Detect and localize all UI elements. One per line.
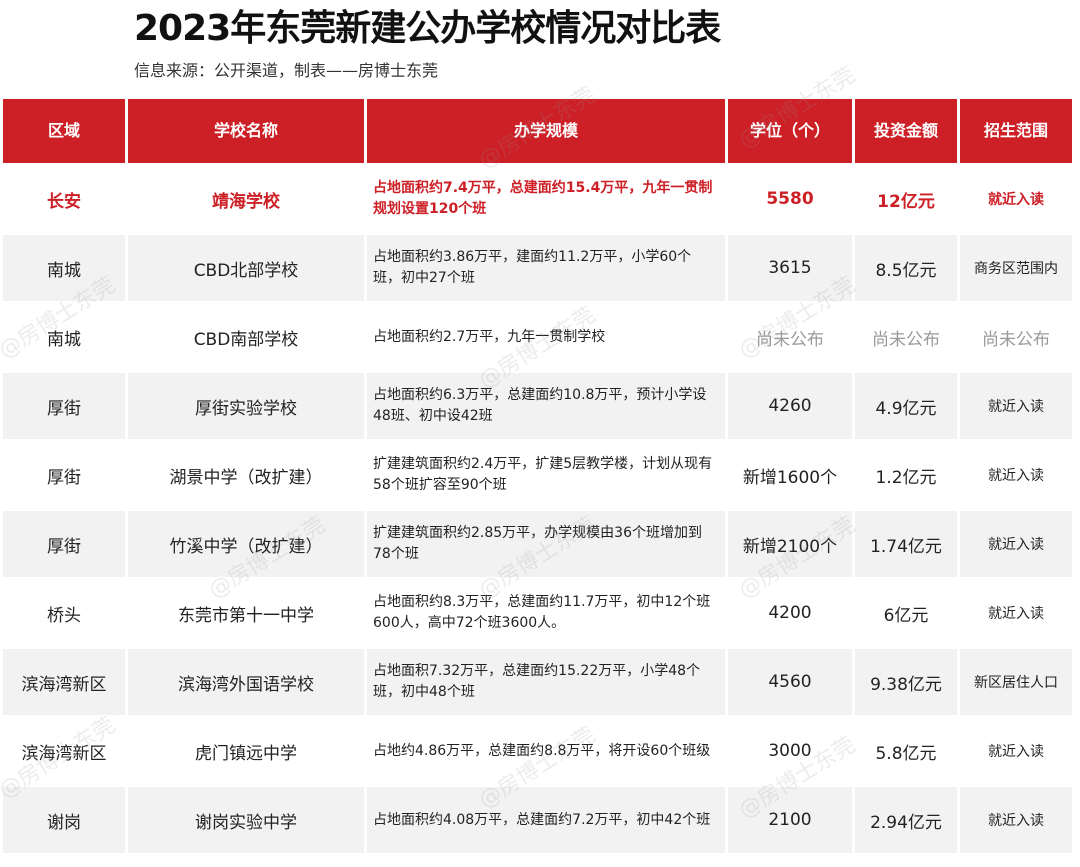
cell-scale: 占地面积约8.3万平，总建面约11.7万平，初中12个班600人，高中72个班3… (367, 580, 725, 646)
cell-investment: 12亿元 (855, 166, 957, 232)
cell-region: 南城 (3, 304, 125, 370)
cell-seats: 4200 (728, 580, 852, 646)
cell-investment: 尚未公布 (855, 304, 957, 370)
cell-region: 桥头 (3, 580, 125, 646)
header-region: 区域 (3, 99, 125, 163)
header-enrollment-scope: 招生范围 (960, 99, 1072, 163)
cell-seats: 尚未公布 (728, 304, 852, 370)
cell-school-name: 东莞市第十一中学 (128, 580, 364, 646)
cell-enrollment-scope: 尚未公布 (960, 304, 1072, 370)
cell-region: 长安 (3, 166, 125, 232)
table-row: 厚街 厚街实验学校 占地面积约6.3万平，总建面约10.8万平，预计小学设48班… (3, 373, 1072, 439)
cell-scale: 扩建建筑面积约2.85万平，办学规模由36个班增加到78个班 (367, 511, 725, 577)
cell-seats: 4260 (728, 373, 852, 439)
cell-school-name: 湖景中学（改扩建） (128, 442, 364, 508)
cell-school-name: 厚街实验学校 (128, 373, 364, 439)
schools-table: 区域 学校名称 办学规模 学位（个） 投资金额 招生范围 长安 靖海学校 占地面… (0, 96, 1075, 856)
cell-school-name: 竹溪中学（改扩建） (128, 511, 364, 577)
cell-investment: 5.8亿元 (855, 718, 957, 784)
cell-investment: 2.94亿元 (855, 787, 957, 853)
cell-enrollment-scope: 就近入读 (960, 580, 1072, 646)
cell-seats: 新增1600个 (728, 442, 852, 508)
cell-enrollment-scope: 商务区范围内 (960, 235, 1072, 301)
cell-scale: 扩建建筑面积约2.4万平，扩建5层教学楼，计划从现有58个班扩容至90个班 (367, 442, 725, 508)
cell-scale: 占地约4.86万平，总建面约8.8万平，将开设60个班级 (367, 718, 725, 784)
cell-school-name: CBD北部学校 (128, 235, 364, 301)
cell-enrollment-scope: 就近入读 (960, 787, 1072, 853)
table-row: 南城 CBD南部学校 占地面积约2.7万平，九年一贯制学校 尚未公布 尚未公布 … (3, 304, 1072, 370)
cell-region: 厚街 (3, 442, 125, 508)
cell-region: 南城 (3, 235, 125, 301)
cell-scale: 占地面积约6.3万平，总建面约10.8万平，预计小学设48班、初中设42班 (367, 373, 725, 439)
cell-region: 滨海湾新区 (3, 649, 125, 715)
cell-scale: 占地面积约4.08万平，总建面约7.2万平，初中42个班 (367, 787, 725, 853)
cell-enrollment-scope: 就近入读 (960, 442, 1072, 508)
cell-region: 厚街 (3, 511, 125, 577)
cell-region: 厚街 (3, 373, 125, 439)
table-row: 桥头 东莞市第十一中学 占地面积约8.3万平，总建面约11.7万平，初中12个班… (3, 580, 1072, 646)
header-investment: 投资金额 (855, 99, 957, 163)
cell-school-name: 靖海学校 (128, 166, 364, 232)
cell-scale: 占地面积约2.7万平，九年一贯制学校 (367, 304, 725, 370)
table-row: 南城 CBD北部学校 占地面积约3.86万平，建面约11.2万平，小学60个班，… (3, 235, 1072, 301)
cell-school-name: CBD南部学校 (128, 304, 364, 370)
cell-region: 谢岗 (3, 787, 125, 853)
cell-seats: 3615 (728, 235, 852, 301)
cell-enrollment-scope: 新区居住人口 (960, 649, 1072, 715)
cell-scale: 占地面积约7.4万平，总建面约15.4万平，九年一贯制规划设置120个班 (367, 166, 725, 232)
source-note: 信息来源：公开渠道，制表——房博士东莞 (134, 61, 439, 80)
header-scale: 办学规模 (367, 99, 725, 163)
table-row: 谢岗 谢岗实验中学 占地面积约4.08万平，总建面约7.2万平，初中42个班 2… (3, 787, 1072, 853)
cell-enrollment-scope: 就近入读 (960, 511, 1072, 577)
cell-scale: 占地面积约3.86万平，建面约11.2万平，小学60个班，初中27个班 (367, 235, 725, 301)
cell-region: 滨海湾新区 (3, 718, 125, 784)
cell-investment: 9.38亿元 (855, 649, 957, 715)
cell-seats: 新增2100个 (728, 511, 852, 577)
cell-school-name: 虎门镇远中学 (128, 718, 364, 784)
cell-seats: 2100 (728, 787, 852, 853)
table-row: 厚街 竹溪中学（改扩建） 扩建建筑面积约2.85万平，办学规模由36个班增加到7… (3, 511, 1072, 577)
cell-investment: 6亿元 (855, 580, 957, 646)
cell-enrollment-scope: 就近入读 (960, 718, 1072, 784)
table-row: 厚街 湖景中学（改扩建） 扩建建筑面积约2.4万平，扩建5层教学楼，计划从现有5… (3, 442, 1072, 508)
cell-seats: 4560 (728, 649, 852, 715)
table-header-row: 区域 学校名称 办学规模 学位（个） 投资金额 招生范围 (3, 99, 1072, 163)
page-title: 2023年东莞新建公办学校情况对比表 (134, 8, 721, 49)
table-row: 滨海湾新区 虎门镇远中学 占地约4.86万平，总建面约8.8万平，将开设60个班… (3, 718, 1072, 784)
cell-investment: 4.9亿元 (855, 373, 957, 439)
cell-enrollment-scope: 就近入读 (960, 166, 1072, 232)
cell-seats: 5580 (728, 166, 852, 232)
cell-investment: 1.74亿元 (855, 511, 957, 577)
cell-school-name: 滨海湾外国语学校 (128, 649, 364, 715)
cell-investment: 1.2亿元 (855, 442, 957, 508)
cell-school-name: 谢岗实验中学 (128, 787, 364, 853)
cell-enrollment-scope: 就近入读 (960, 373, 1072, 439)
cell-scale: 占地面积7.32万平，总建面约15.22万平，小学48个班，初中48个班 (367, 649, 725, 715)
table-row: 滨海湾新区 滨海湾外国语学校 占地面积7.32万平，总建面约15.22万平，小学… (3, 649, 1072, 715)
table-row: 长安 靖海学校 占地面积约7.4万平，总建面约15.4万平，九年一贯制规划设置1… (3, 166, 1072, 232)
cell-seats: 3000 (728, 718, 852, 784)
header-seats: 学位（个） (728, 99, 852, 163)
header-school-name: 学校名称 (128, 99, 364, 163)
cell-investment: 8.5亿元 (855, 235, 957, 301)
